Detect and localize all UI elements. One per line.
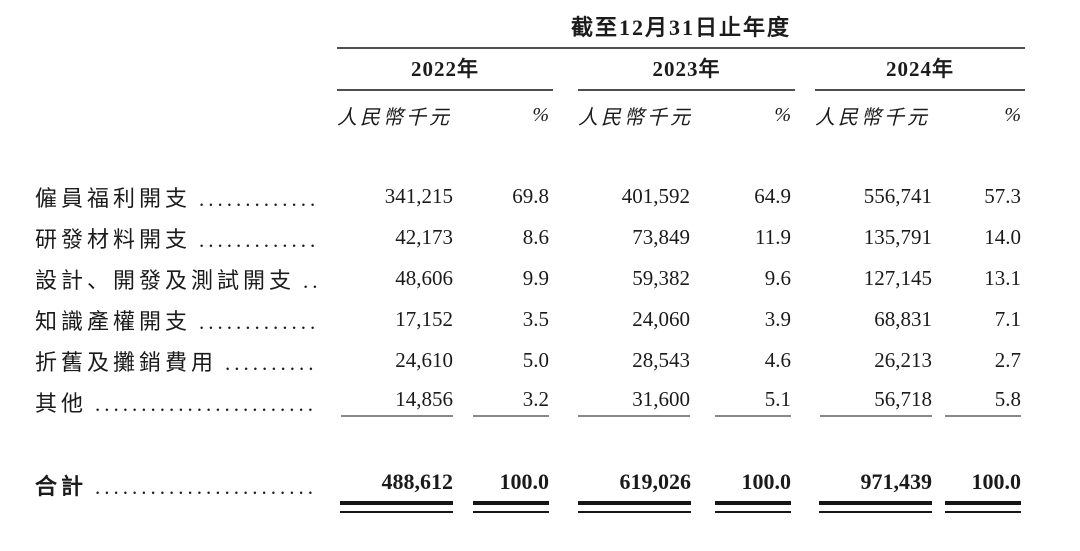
total-amount: 619,026 [578,469,691,513]
leader-dots: ........................................… [303,268,317,293]
percent-value: 57.3 [984,184,1022,208]
amount-value: 127,145 [863,266,932,290]
percent-value: 69.8 [512,184,549,208]
total-percent: 100.0 [715,469,791,513]
percent-value: 5.1 [715,387,791,417]
percent-value: 14.0 [984,225,1022,249]
row-label: 折舊及攤銷費用 [35,349,218,375]
percent-value: 13.1 [984,266,1022,290]
year-header-row: 2022年 2023年 2024年 [0,48,1080,91]
total-percent: 100.0 [945,469,1022,513]
amount-value: 42,173 [395,225,453,249]
amount-value: 24,610 [395,348,453,372]
leader-dots: ........................................… [199,309,317,334]
amount-value: 14,856 [341,387,453,417]
amount-value: 17,152 [395,307,453,331]
amount-value: 24,060 [632,307,690,331]
percent-label-2022: % [532,104,549,126]
percent-label-2023: % [774,104,791,126]
percent-value: 7.1 [994,307,1022,331]
amount-value: 135,791 [863,225,932,249]
amount-value: 48,606 [395,266,453,290]
row-label: 設計、開發及測試開支 [35,267,296,293]
percent-value: 5.0 [522,348,549,372]
amount-value: 401,592 [621,184,690,208]
unit-label-2022: 人民幣千元 [337,107,452,129]
percent-value: 3.2 [473,387,549,417]
year-header-2023: 2023年 [578,48,795,91]
year-header-2022: 2022年 [337,48,553,91]
amount-value: 26,213 [874,348,932,372]
percent-value: 9.9 [522,266,549,290]
row-label: 研發材料開支 [35,226,192,252]
year-header-2024: 2024年 [815,48,1026,91]
unit-label-2023: 人民幣千元 [578,107,693,129]
percent-value: 4.6 [764,348,791,372]
percent-value: 3.5 [522,307,549,331]
table-row-employee-benefits: 僱員福利開支 .................................… [0,176,1080,217]
amount-value: 56,718 [820,387,932,417]
percent-value: 8.6 [522,225,549,249]
table-row-design-dev-testing: 設計、開發及測試開支 .............................… [0,258,1080,299]
total-percent: 100.0 [473,469,549,513]
leader-dots: ........................................… [225,350,317,375]
amount-value: 556,741 [863,184,932,208]
amount-value: 341,215 [384,184,453,208]
row-label: 僱員福利開支 [35,185,192,211]
total-amount: 488,612 [340,469,453,513]
table-row-others: 其他 .....................................… [0,381,1080,422]
table-row-depreciation-amortisation: 折舊及攤銷費用 ................................… [0,340,1080,381]
row-label: 知識產權開支 [35,308,192,334]
amount-value: 28,543 [632,348,690,372]
amount-value: 73,849 [632,225,690,249]
total-amount: 971,439 [819,469,932,513]
leader-dots: ........................................… [199,186,317,211]
table-title-row: 截至12月31日止年度 [0,0,1080,49]
total-label: 合計 [35,474,88,499]
percent-label-2024: % [1004,104,1022,126]
table-row-total: 合計 .....................................… [0,467,1080,551]
table-row-ip-expenses: 知識產權開支 .................................… [0,299,1080,340]
table-title: 截至12月31日止年度 [337,0,1026,49]
percent-value: 64.9 [754,184,791,208]
percent-value: 2.7 [994,348,1022,372]
percent-value: 9.6 [764,266,791,290]
amount-value: 59,382 [632,266,690,290]
unit-label-2024: 人民幣千元 [815,107,930,129]
leader-dots: ........................................… [95,475,317,499]
leader-dots: ........................................… [95,391,317,416]
leader-dots: ........................................… [199,227,317,252]
table-row-rd-materials: 研發材料開支 .................................… [0,217,1080,258]
amount-value: 31,600 [578,387,690,417]
percent-value: 5.8 [945,387,1022,417]
amount-value: 68,831 [874,307,932,331]
percent-value: 11.9 [755,225,791,249]
percent-value: 3.9 [764,307,791,331]
row-label: 其他 [35,390,88,416]
unit-header-row: 人民幣千元 % 人民幣千元 % 人民幣千元 % [0,90,1080,140]
